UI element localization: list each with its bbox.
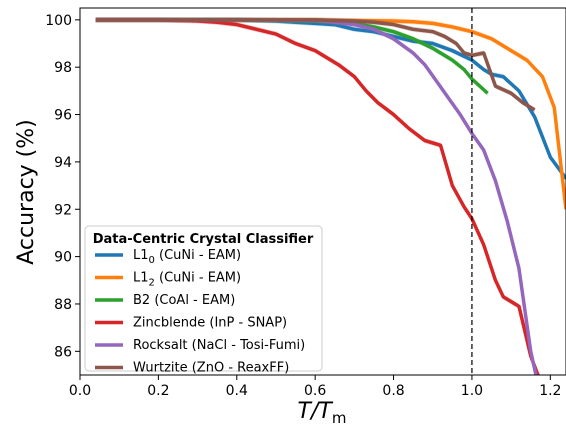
x-tick-label: 0.0 (69, 383, 91, 399)
legend-label-subscript: 2 (149, 278, 155, 289)
y-ticks: 86 88 90 92 94 96 98 100 (45, 13, 80, 360)
y-tick-label: 94 (54, 155, 72, 171)
legend-label-rest: (CuNi - EAM) (155, 248, 241, 263)
legend-label: L10 (CuNi - EAM) (133, 248, 241, 266)
legend-label: B2 (CoAl - EAM) (133, 293, 235, 308)
y-tick-label: 90 (54, 250, 72, 266)
legend-label: Zincblende (InP - SNAP) (133, 316, 287, 331)
legend-title: Data-Centric Crystal Classifier (93, 232, 314, 247)
x-axis-label-main: T/T (298, 399, 334, 424)
x-tick-label: 1.2 (539, 383, 561, 399)
legend-label-main: Rocksalt (NaCl - Tosi-Fumi) (133, 338, 305, 353)
x-tick-label: 0.8 (382, 383, 404, 399)
y-tick-label: 100 (45, 13, 72, 29)
y-tick-label: 86 (54, 344, 72, 360)
y-tick-label: 98 (54, 60, 72, 76)
legend-label-main: Zincblende (InP - SNAP) (133, 316, 287, 331)
legend-label: Rocksalt (NaCl - Tosi-Fumi) (133, 338, 305, 353)
legend-label-main: B2 (CoAl - EAM) (133, 293, 235, 308)
legend-label-main: L1 (133, 271, 149, 286)
legend-label-main: Wurtzite (ZnO - ReaxFF) (133, 361, 289, 376)
legend-label-rest: (CuNi - EAM) (155, 271, 241, 286)
legend-label: Wurtzite (ZnO - ReaxFF) (133, 361, 289, 376)
x-tick-label: 0.2 (147, 383, 169, 399)
series-line-3 (95, 18, 540, 375)
y-tick-label: 92 (54, 202, 72, 218)
legend: Data-Centric Crystal Classifier L10 (CuN… (84, 225, 323, 376)
y-tick-label: 96 (54, 108, 72, 124)
x-axis-label-subscript: m (332, 409, 347, 426)
series-line-5 (95, 18, 536, 112)
legend-label-subscript: 0 (149, 255, 155, 266)
legend-label: L12 (CuNi - EAM) (133, 271, 241, 289)
series-layer (95, 17, 566, 375)
x-tick-label: 1.0 (461, 383, 483, 399)
y-tick-label: 88 (54, 297, 72, 313)
x-tick-label: 0.4 (226, 383, 248, 399)
legend-entries: L10 (CuNi - EAM)L12 (CuNi - EAM)B2 (CoAl… (95, 248, 305, 376)
x-ticks: 0.0 0.2 0.4 0.6 0.8 1.0 1.2 (69, 375, 561, 399)
plot-frame (79, 7, 566, 376)
legend-box (84, 225, 323, 372)
x-tick-label: 0.6 (304, 383, 326, 399)
y-axis-label: Accuracy (%) (14, 119, 39, 265)
legend-label-main: L1 (133, 248, 149, 263)
x-axis-label: T/Tm (298, 399, 347, 426)
